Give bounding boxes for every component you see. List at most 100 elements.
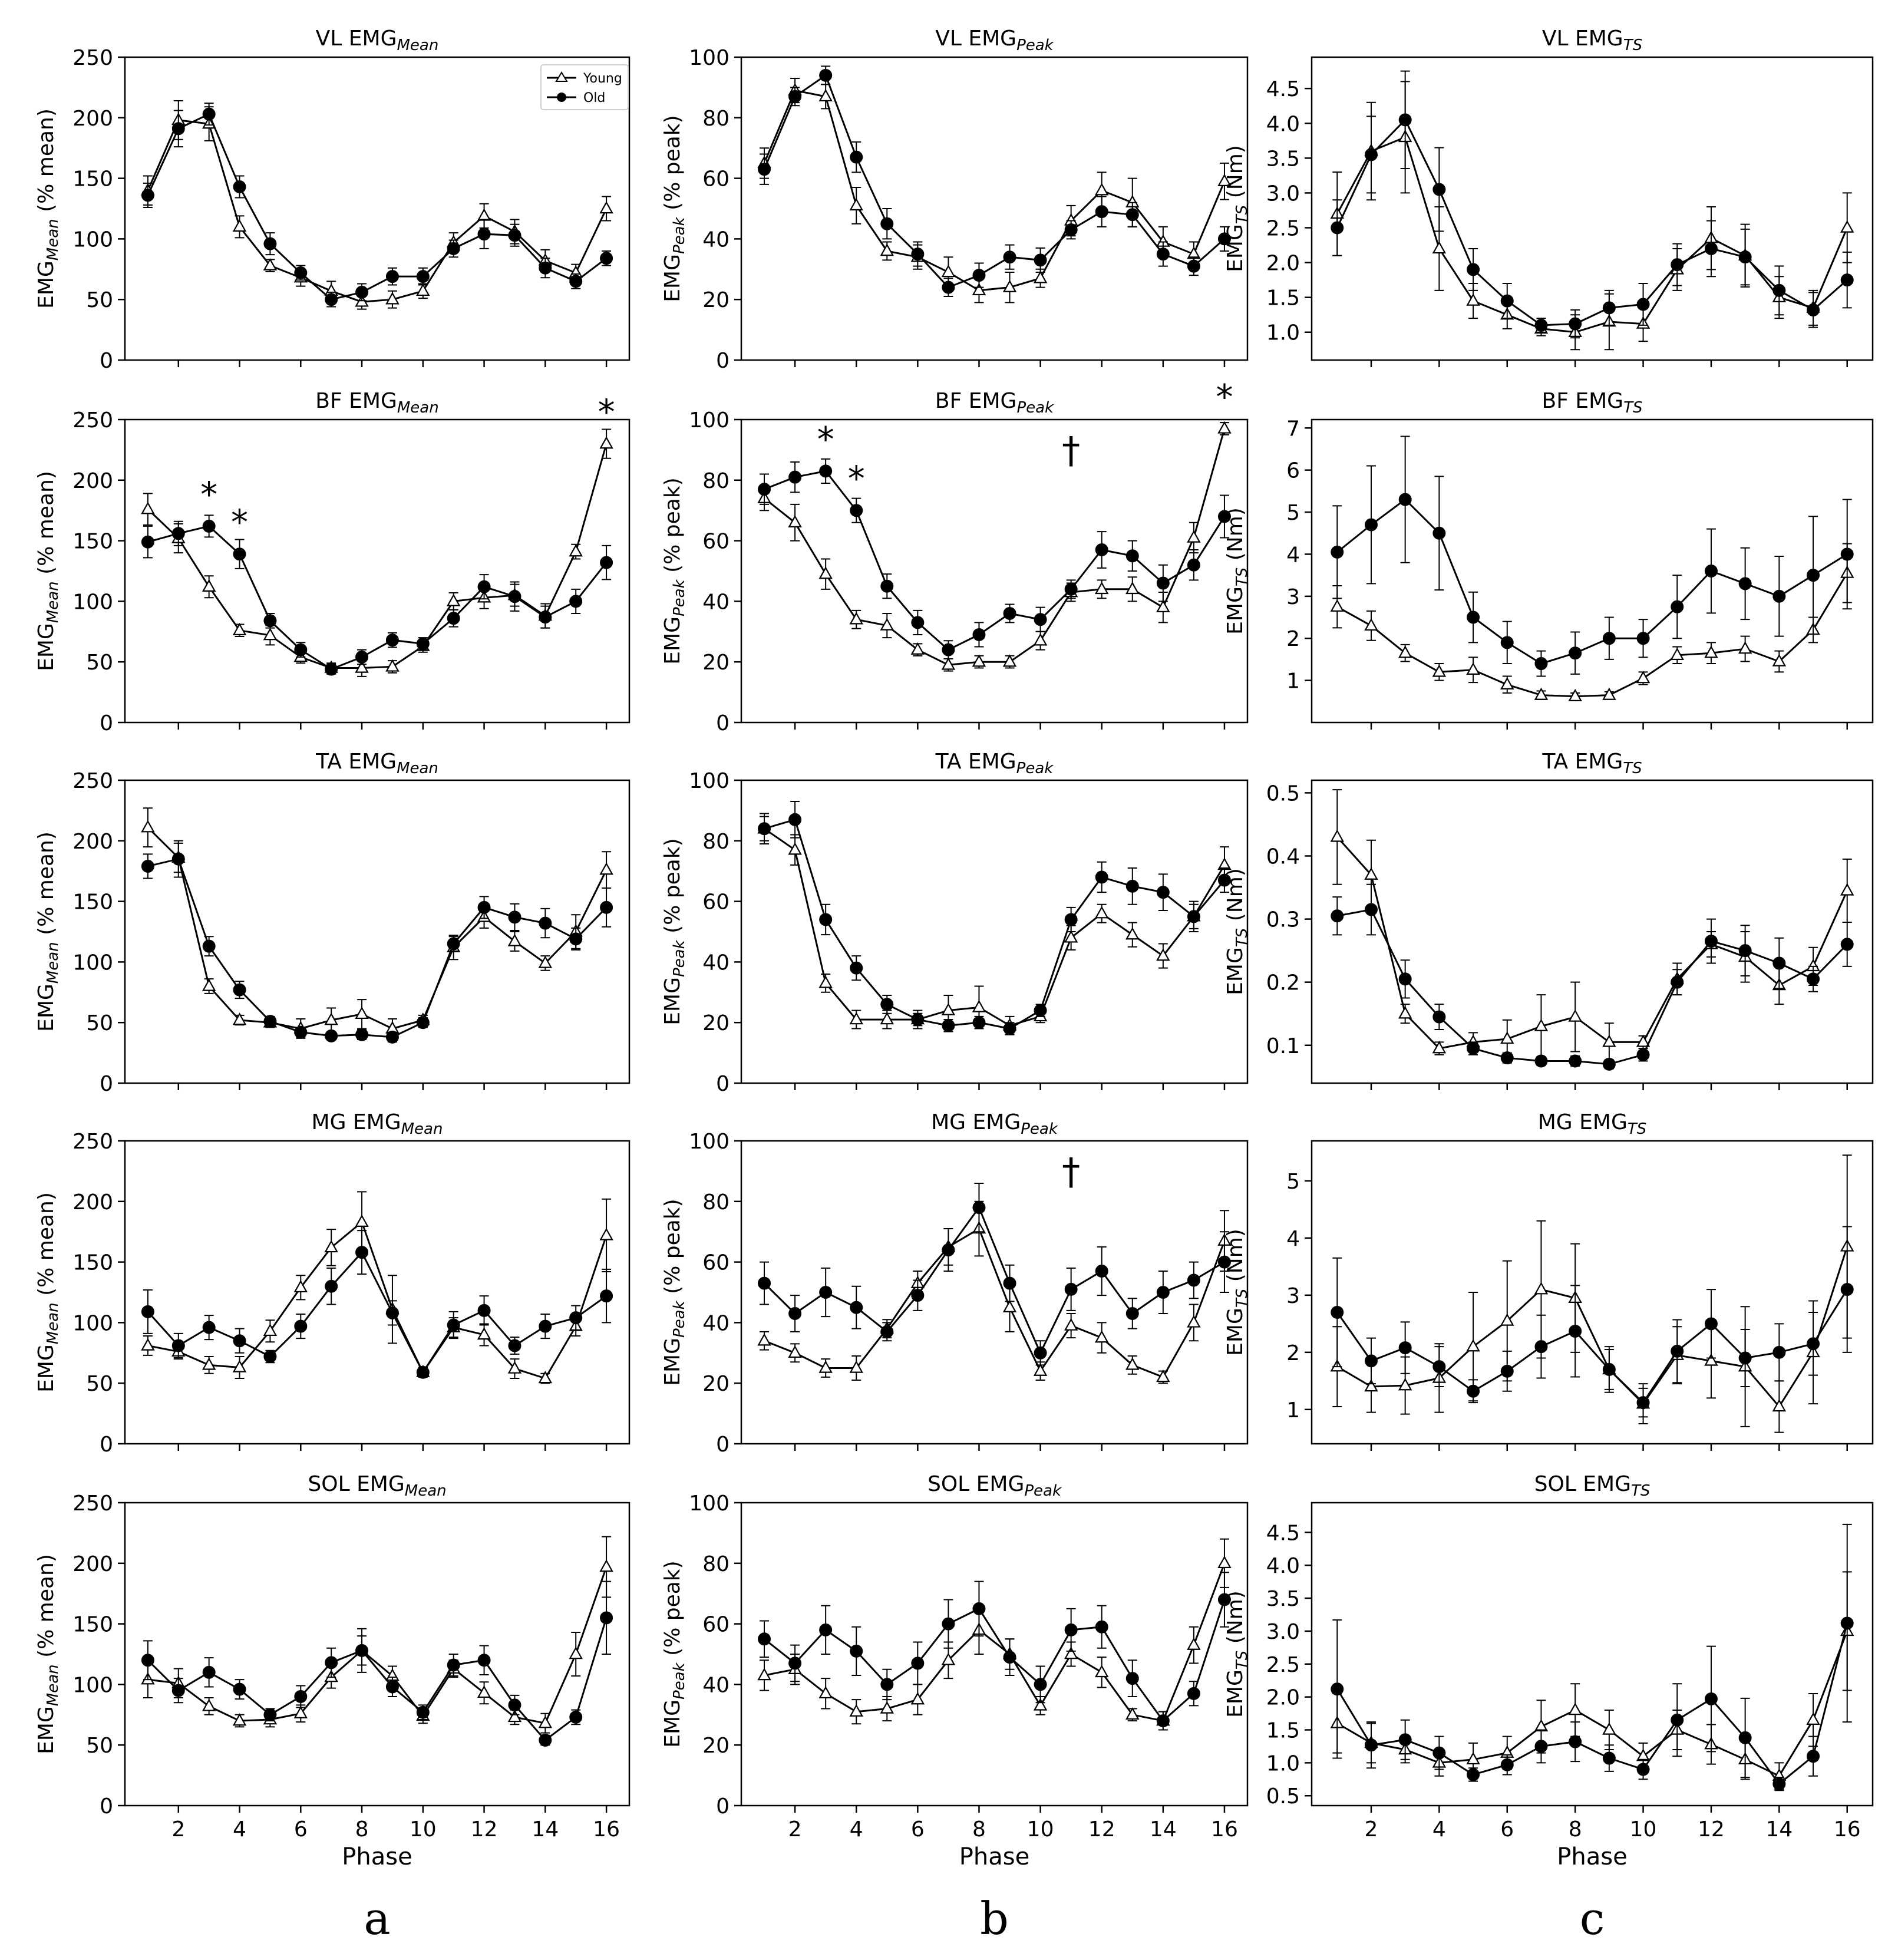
data-point-young xyxy=(818,975,833,988)
data-point-old xyxy=(1467,1384,1480,1398)
axes-frame xyxy=(124,779,631,1084)
data-point-old xyxy=(233,1334,246,1348)
data-point-young xyxy=(1704,1353,1718,1366)
data-point-young xyxy=(1064,930,1078,943)
y-tick-label: 0 xyxy=(716,1072,730,1096)
data-point-old xyxy=(1003,250,1016,264)
data-point-old xyxy=(569,1311,583,1325)
data-point-old xyxy=(447,1318,460,1332)
series-old xyxy=(141,103,613,308)
y-tick-label: 250 xyxy=(72,46,113,70)
data-point-young xyxy=(477,1327,491,1340)
series-line xyxy=(147,1220,608,1380)
data-point-old xyxy=(942,1243,955,1257)
legend-label-young: Young xyxy=(583,71,622,86)
data-point-young xyxy=(1156,599,1170,612)
data-point-old xyxy=(141,189,154,202)
data-point-old xyxy=(1364,1354,1378,1368)
data-point-young xyxy=(232,1360,247,1372)
y-tick-label: 0 xyxy=(100,349,113,373)
data-point-old xyxy=(850,1644,863,1658)
data-point-old xyxy=(1671,1713,1684,1727)
data-point-old xyxy=(141,859,154,873)
data-point-old xyxy=(294,266,308,279)
data-point-old xyxy=(1398,1733,1412,1747)
data-point-young xyxy=(972,654,986,667)
data-point-young xyxy=(1125,582,1140,595)
data-point-young xyxy=(1840,883,1854,896)
series-line xyxy=(1336,136,1849,334)
data-point-old xyxy=(758,1632,771,1646)
data-point-old xyxy=(1671,258,1684,272)
data-point-old xyxy=(1467,611,1480,624)
data-point-old xyxy=(1125,1672,1139,1685)
data-point-old xyxy=(1034,1004,1047,1017)
data-point-old xyxy=(1840,938,1854,951)
data-point-old xyxy=(1331,221,1344,235)
data-point-old xyxy=(325,662,338,676)
data-point-old xyxy=(1602,1057,1616,1071)
y-tick-label: 0 xyxy=(100,1072,113,1096)
data-point-young xyxy=(818,89,833,102)
data-point-old xyxy=(233,547,246,561)
data-point-old xyxy=(1095,205,1108,219)
panel-ta-ts: TA EMGTS 0.1 0.2 0.3 0.4 0.5 EMGTS (Nm) xyxy=(1223,750,1874,1090)
series-old xyxy=(758,800,1231,1035)
data-point-old xyxy=(1398,1341,1412,1355)
y-axis-label: EMGMean (% mean) xyxy=(34,471,62,671)
data-point-old xyxy=(1095,543,1108,557)
y-tick-label: 50 xyxy=(86,1734,113,1758)
data-point-young xyxy=(849,1360,863,1373)
data-point-old xyxy=(1500,1364,1514,1378)
series-line xyxy=(764,1599,1226,1723)
data-point-young xyxy=(1094,183,1109,196)
data-point-old xyxy=(1704,1317,1718,1331)
data-point-old xyxy=(416,270,430,283)
x-tick-label: 14 xyxy=(532,1817,559,1842)
x-tick-label: 6 xyxy=(1500,1817,1514,1842)
data-point-old xyxy=(1671,1344,1684,1358)
data-point-old xyxy=(880,998,894,1011)
data-point-old xyxy=(1398,113,1412,127)
data-point-old xyxy=(385,1306,399,1319)
data-point-old xyxy=(1807,1750,1820,1763)
data-point-young xyxy=(1033,270,1048,283)
y-tick-label: 60 xyxy=(702,890,730,915)
axes-frame xyxy=(740,779,1249,1084)
series-line xyxy=(763,74,1225,289)
series-line xyxy=(1336,118,1848,326)
data-point-young xyxy=(1398,1378,1412,1391)
data-point-old xyxy=(972,1201,986,1215)
data-point-old xyxy=(1217,1255,1231,1269)
series-old xyxy=(758,458,1231,660)
dagger-annotation: † xyxy=(1062,428,1080,471)
series-old xyxy=(758,65,1231,298)
data-point-young xyxy=(232,1012,247,1025)
data-point-old xyxy=(1432,183,1446,196)
data-point-young xyxy=(263,1323,278,1337)
series-line xyxy=(147,119,608,303)
data-point-old xyxy=(1602,301,1616,315)
data-point-old xyxy=(202,1321,216,1334)
data-point-old xyxy=(758,1276,771,1290)
series-line xyxy=(764,428,1226,666)
data-point-old xyxy=(294,1319,308,1333)
y-tick-label: 4.0 xyxy=(1266,1554,1300,1578)
y-axis-label: EMGTS (Nm) xyxy=(1223,1229,1251,1356)
panel-title: BF EMGPeak xyxy=(935,389,1054,417)
y-tick-label: 100 xyxy=(689,769,730,793)
series-line xyxy=(764,470,1226,651)
data-point-old xyxy=(1095,1620,1108,1634)
data-point-old xyxy=(1840,547,1854,561)
significance-asterisk: * xyxy=(1216,377,1233,417)
data-point-old xyxy=(141,535,154,549)
data-point-old xyxy=(1636,1763,1650,1776)
panel-title: SOL EMGTS xyxy=(1534,1472,1651,1500)
y-axis-label: EMGTS (Nm) xyxy=(1223,507,1251,635)
data-point-old xyxy=(1187,910,1200,923)
data-point-young xyxy=(324,1240,338,1253)
data-point-old xyxy=(1534,1340,1548,1354)
y-tick-label: 150 xyxy=(72,167,113,192)
y-tick-label: 100 xyxy=(689,408,730,433)
data-point-young xyxy=(1002,279,1017,292)
